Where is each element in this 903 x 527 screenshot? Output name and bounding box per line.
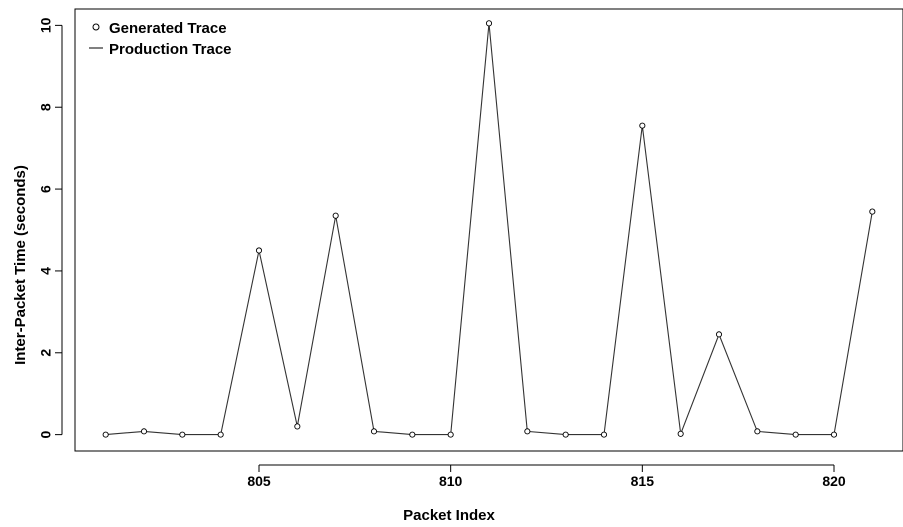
- x-axis: 805 810 815 820: [247, 464, 846, 489]
- data-point: [294, 423, 301, 430]
- production-trace-line: [105, 23, 873, 436]
- data-point: [524, 428, 531, 435]
- data-point: [715, 331, 723, 338]
- data-point: [869, 208, 876, 215]
- generated-trace-points: [102, 20, 876, 438]
- x-axis-title: Packet Index: [403, 507, 495, 524]
- legend-label-production: Production Trace: [109, 41, 232, 58]
- data-point: [332, 212, 339, 219]
- data-point: [562, 431, 569, 438]
- data-point: [217, 431, 224, 438]
- x-tick-label: 805: [247, 473, 271, 489]
- data-point: [370, 428, 378, 435]
- plot-frame: [74, 8, 903, 452]
- x-tick-label: 815: [631, 473, 655, 489]
- y-tick-label: 0: [38, 431, 54, 439]
- data-point: [830, 431, 838, 438]
- y-tick-label: 8: [38, 103, 54, 111]
- x-tick-label: 810: [439, 473, 463, 489]
- data-point: [754, 428, 761, 435]
- legend: Generated Trace Production Trace: [89, 20, 232, 58]
- data-point: [179, 431, 186, 438]
- data-point: [639, 122, 646, 129]
- data-point: [447, 431, 454, 438]
- data-point: [600, 431, 608, 438]
- data-point: [792, 431, 799, 438]
- data-point: [255, 247, 263, 254]
- data-point: [485, 20, 493, 27]
- y-tick-label: 2: [38, 349, 54, 357]
- data-point: [140, 428, 148, 435]
- legend-label-generated: Generated Trace: [109, 20, 227, 37]
- x-tick-label: 820: [822, 473, 846, 489]
- legend-marker-generated: [92, 23, 100, 31]
- y-axis-title: Inter-Packet Time (seconds): [12, 165, 29, 365]
- y-axis: 0 2 4 6 8 10: [38, 17, 63, 439]
- data-point: [409, 431, 416, 438]
- data-point: [677, 430, 684, 437]
- y-tick-label: 6: [38, 185, 54, 193]
- y-tick-label: 4: [38, 267, 54, 275]
- y-tick-label: 10: [38, 17, 54, 33]
- data-point: [102, 431, 109, 438]
